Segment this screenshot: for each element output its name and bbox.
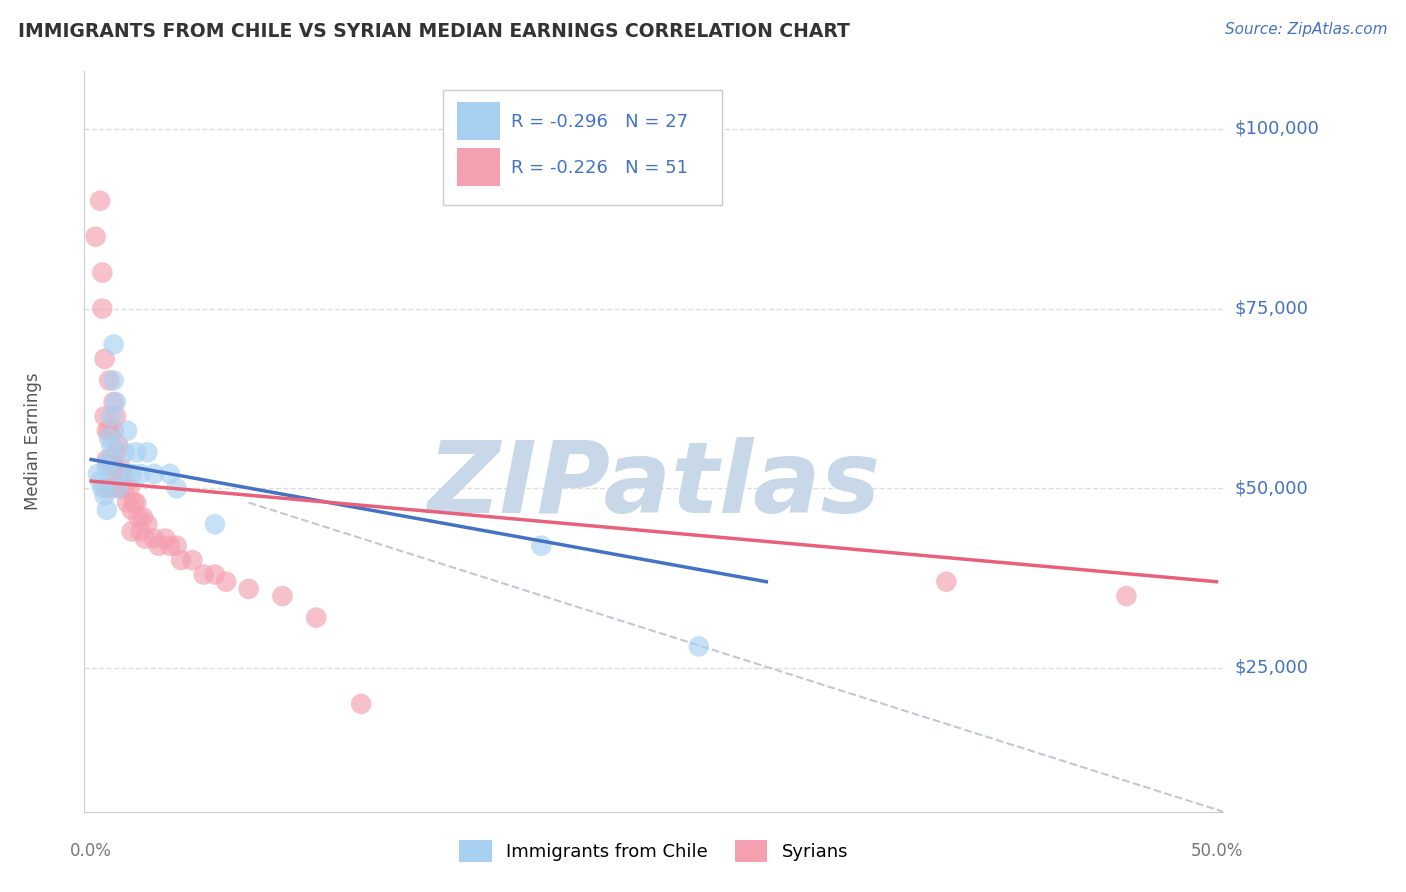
Point [115, 495, 138, 509]
Point [159, 539, 181, 553]
Text: ZIPatlas: ZIPatlas [427, 437, 880, 534]
Point [96, 459, 118, 474]
Point [100, 452, 122, 467]
Point [110, 481, 132, 495]
Point [129, 467, 152, 481]
Point [91, 266, 114, 280]
Text: $50,000: $50,000 [1234, 479, 1308, 497]
Legend: Immigrants from Chile, Syrians: Immigrants from Chile, Syrians [451, 833, 856, 870]
Point [93, 409, 115, 424]
Point [110, 459, 132, 474]
Point [103, 424, 125, 438]
Point [170, 553, 193, 567]
Point [100, 438, 122, 452]
Point [96, 424, 118, 438]
FancyBboxPatch shape [457, 147, 501, 186]
Point [121, 503, 143, 517]
Point [136, 517, 159, 532]
Point [530, 539, 553, 553]
Point [110, 467, 132, 481]
Point [148, 539, 170, 553]
Point [84, 229, 107, 244]
Point [87, 467, 110, 481]
Point [159, 467, 181, 481]
Point [238, 582, 260, 596]
Point [271, 589, 294, 603]
Point [93, 488, 115, 502]
Point [118, 481, 141, 495]
Text: R = -0.296   N = 27: R = -0.296 N = 27 [512, 112, 689, 131]
Point [166, 539, 188, 553]
Text: 0.0%: 0.0% [70, 842, 112, 860]
Point [125, 495, 148, 509]
Point [103, 395, 125, 409]
Point [204, 567, 226, 582]
Point [935, 574, 957, 589]
Point [114, 481, 136, 495]
Point [91, 481, 114, 495]
Point [93, 351, 115, 366]
Point [100, 481, 122, 495]
Point [98, 452, 121, 467]
Point [107, 467, 129, 481]
Point [1115, 589, 1137, 603]
Text: $100,000: $100,000 [1234, 120, 1319, 138]
FancyBboxPatch shape [457, 102, 501, 140]
Text: IMMIGRANTS FROM CHILE VS SYRIAN MEDIAN EARNINGS CORRELATION CHART: IMMIGRANTS FROM CHILE VS SYRIAN MEDIAN E… [18, 22, 851, 41]
Point [104, 395, 127, 409]
Text: $25,000: $25,000 [1234, 659, 1309, 677]
Point [204, 517, 226, 532]
Point [89, 194, 111, 208]
Point [121, 467, 143, 481]
Point [100, 409, 122, 424]
Point [305, 610, 328, 624]
Point [96, 481, 118, 495]
Point [98, 424, 121, 438]
Point [98, 431, 121, 445]
Point [96, 503, 118, 517]
Point [115, 424, 138, 438]
Point [136, 445, 159, 459]
Point [111, 467, 134, 481]
Point [98, 374, 121, 388]
Point [103, 374, 125, 388]
Text: Source: ZipAtlas.com: Source: ZipAtlas.com [1225, 22, 1388, 37]
FancyBboxPatch shape [443, 90, 723, 204]
Point [143, 467, 166, 481]
Point [91, 301, 114, 316]
Point [143, 532, 166, 546]
Point [181, 553, 204, 567]
Point [96, 452, 118, 467]
Point [104, 409, 127, 424]
Point [104, 445, 127, 459]
Point [107, 481, 129, 495]
Point [114, 445, 136, 459]
Point [134, 532, 156, 546]
Point [107, 438, 129, 452]
Point [125, 445, 148, 459]
Point [688, 640, 710, 654]
Point [166, 481, 188, 495]
Text: R = -0.226   N = 51: R = -0.226 N = 51 [512, 159, 689, 177]
Point [121, 524, 143, 539]
Text: 50.0%: 50.0% [1191, 842, 1243, 860]
Point [155, 532, 177, 546]
Point [103, 459, 125, 474]
Text: $75,000: $75,000 [1234, 300, 1309, 318]
Text: Median Earnings: Median Earnings [24, 373, 42, 510]
Point [127, 510, 149, 524]
Point [215, 574, 238, 589]
Point [122, 495, 145, 509]
Point [132, 510, 155, 524]
Point [193, 567, 215, 582]
Point [103, 337, 125, 351]
Point [89, 474, 111, 488]
Point [129, 524, 152, 539]
Point [350, 697, 373, 711]
